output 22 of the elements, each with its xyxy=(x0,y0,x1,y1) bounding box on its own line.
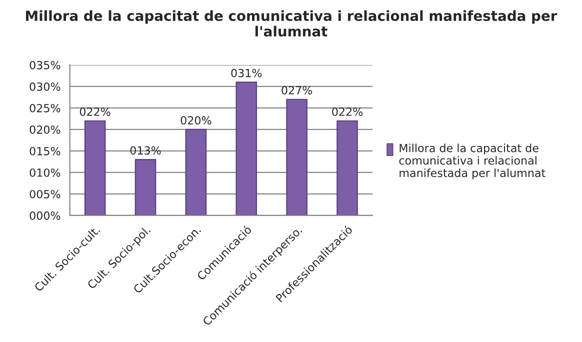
bar xyxy=(185,128,207,216)
data-label: 020% xyxy=(180,116,212,125)
chart-title: Millora de la capacitat de comunicativa i relacional manifestada per l'alumnat xyxy=(26,10,558,37)
legend-label: Millora de la capacitat de comunicativa i relacional manifestada per l'alumnat xyxy=(399,144,546,180)
data-label: 027% xyxy=(282,86,312,94)
y-tick-label: 020% xyxy=(30,125,60,134)
bar xyxy=(286,98,308,216)
bar xyxy=(236,82,258,216)
y-tick-label: 010% xyxy=(30,168,60,177)
data-label: 031% xyxy=(231,68,262,78)
y-tick-label: 030% xyxy=(30,82,60,91)
data-label: 013% xyxy=(130,146,161,155)
data-label: 022% xyxy=(80,108,110,116)
bar xyxy=(134,159,156,216)
y-tick-label: 025% xyxy=(30,104,60,112)
y-tick-label: 015% xyxy=(30,146,60,156)
y-tick-label: 035% xyxy=(30,60,60,70)
data-label: 022% xyxy=(332,108,363,116)
bar xyxy=(336,120,358,216)
y-tick-label: 005% xyxy=(30,190,60,198)
bar xyxy=(84,120,106,216)
y-tick-label: 000% xyxy=(30,211,60,220)
